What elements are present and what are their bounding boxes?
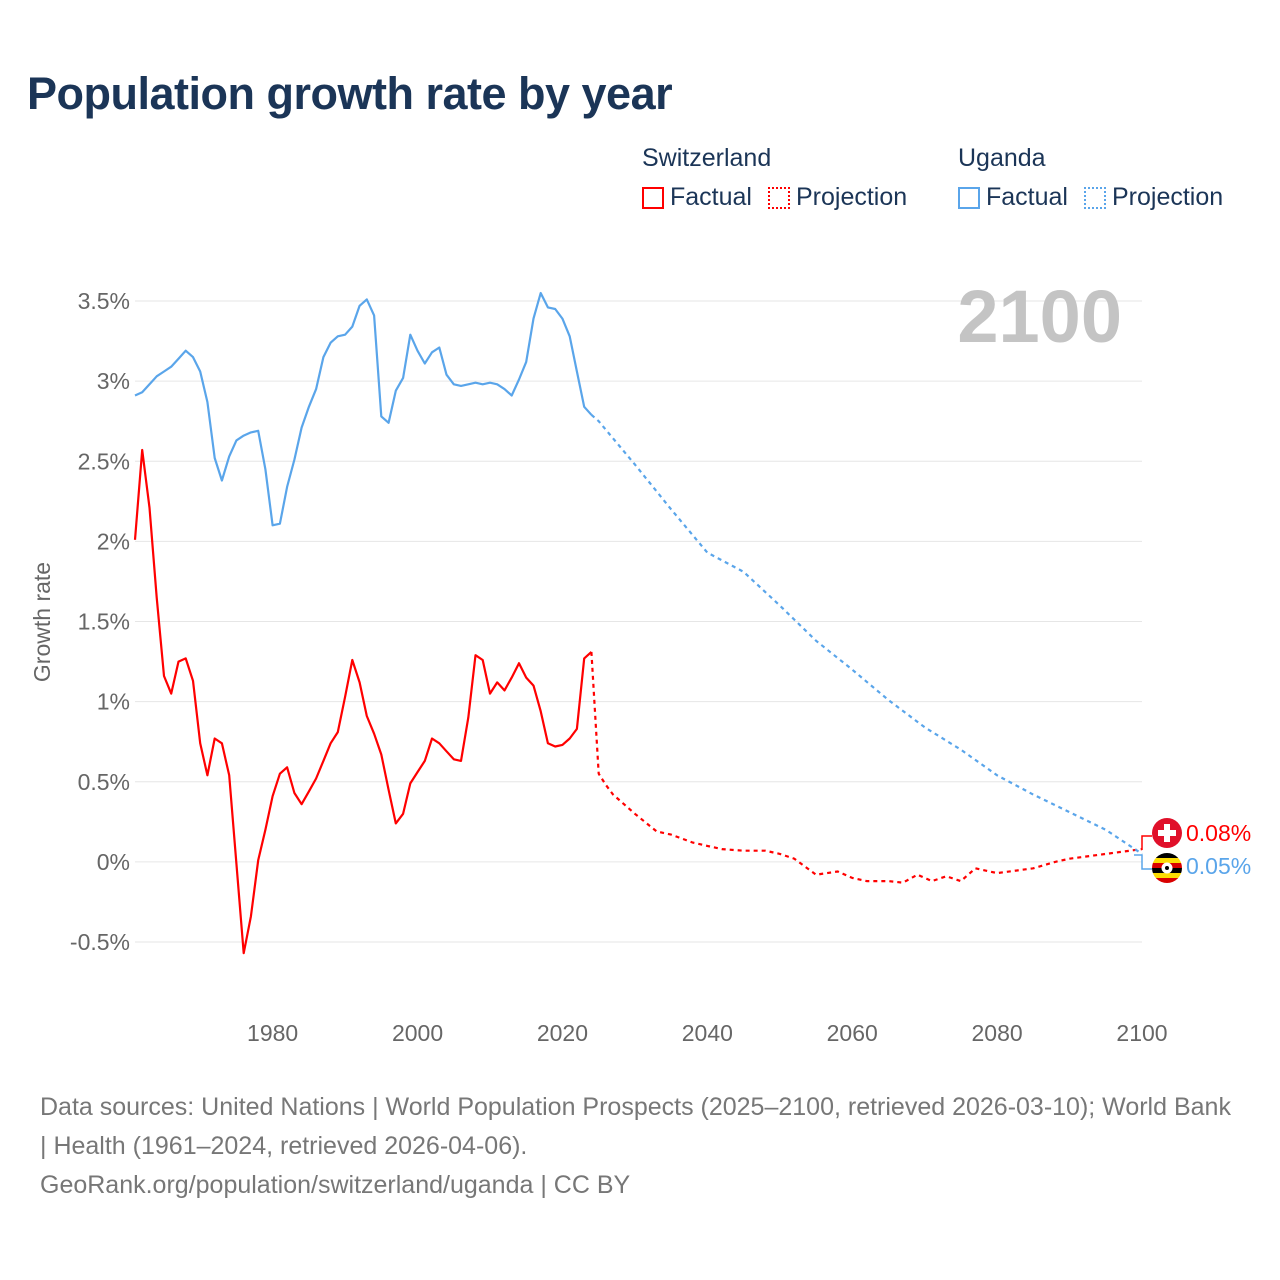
y-tick-label: 2.5% <box>78 448 130 474</box>
legend-swatch-solid <box>642 186 664 209</box>
x-tick-label: 2100 <box>1116 1020 1167 1046</box>
x-tick-label: 2060 <box>827 1020 878 1046</box>
series-line-uganda-factual <box>134 291 593 527</box>
legend-item-uganda-factual[interactable]: Factual <box>958 183 1068 212</box>
y-tick-label: 0.5% <box>78 769 130 795</box>
x-tick-label: 2020 <box>537 1020 588 1046</box>
attribution-link[interactable]: GeoRank.org/population/switzerland/ugand… <box>40 1171 631 1199</box>
legend-swatch-dotted <box>1083 186 1106 209</box>
legend-label: Projection <box>795 183 908 211</box>
series-line-uganda-projection <box>590 413 1143 855</box>
year-label: 2100 <box>957 275 1122 358</box>
legend-swatch-solid <box>958 186 980 209</box>
legend-item-uganda-projection[interactable]: Projection <box>1083 183 1224 212</box>
legend-label: Factual <box>670 183 752 211</box>
x-tick-label: 2080 <box>972 1020 1023 1046</box>
end-value-uganda: 0.05% <box>1186 853 1251 879</box>
y-tick-label: -0.5% <box>70 929 130 955</box>
switzerland-flag-icon <box>1152 818 1182 848</box>
end-label-switzerland: 0.08% <box>1141 818 1251 850</box>
legend-uganda: Uganda Factual Projection <box>958 144 1223 212</box>
legend-label: Projection <box>1111 183 1224 211</box>
y-tick-label: 0% <box>97 849 130 875</box>
legend-switzerland: Switzerland Factual Projection <box>642 144 907 212</box>
end-value-switzerland: 0.08% <box>1186 820 1251 846</box>
connector <box>1134 854 1152 870</box>
legend-group-name: Uganda <box>958 144 1046 172</box>
series-line-switzerland-projection <box>590 651 1143 884</box>
page-title: Population growth rate by year <box>27 68 673 119</box>
legend-label: Factual <box>986 183 1068 211</box>
legend-group-name: Switzerland <box>642 144 772 172</box>
connector <box>1141 835 1152 850</box>
legend-item-switzerland-projection[interactable]: Projection <box>767 183 908 212</box>
legend-item-switzerland-factual[interactable]: Factual <box>642 183 752 212</box>
y-tick-label: 3% <box>97 368 130 394</box>
y-tick-label: 2% <box>97 528 130 554</box>
x-tick-label: 1980 <box>247 1020 298 1046</box>
uganda-flag-icon <box>1152 853 1182 883</box>
y-axis-label: Growth rate <box>29 562 55 682</box>
y-tick-label: 1.5% <box>78 609 130 635</box>
x-tick-label: 2000 <box>392 1020 443 1046</box>
series-line-switzerland-factual <box>133 448 593 955</box>
legend-swatch-dotted <box>767 186 790 209</box>
footer: Data sources: United Nations | World Pop… <box>40 1088 1240 1205</box>
y-tick-label: 3.5% <box>78 288 130 314</box>
end-label-uganda: 0.05% <box>1134 853 1251 883</box>
x-tick-label: 2040 <box>682 1020 733 1046</box>
y-tick-label: 1% <box>97 689 130 715</box>
data-sources: Data sources: United Nations | World Pop… <box>40 1093 1231 1160</box>
